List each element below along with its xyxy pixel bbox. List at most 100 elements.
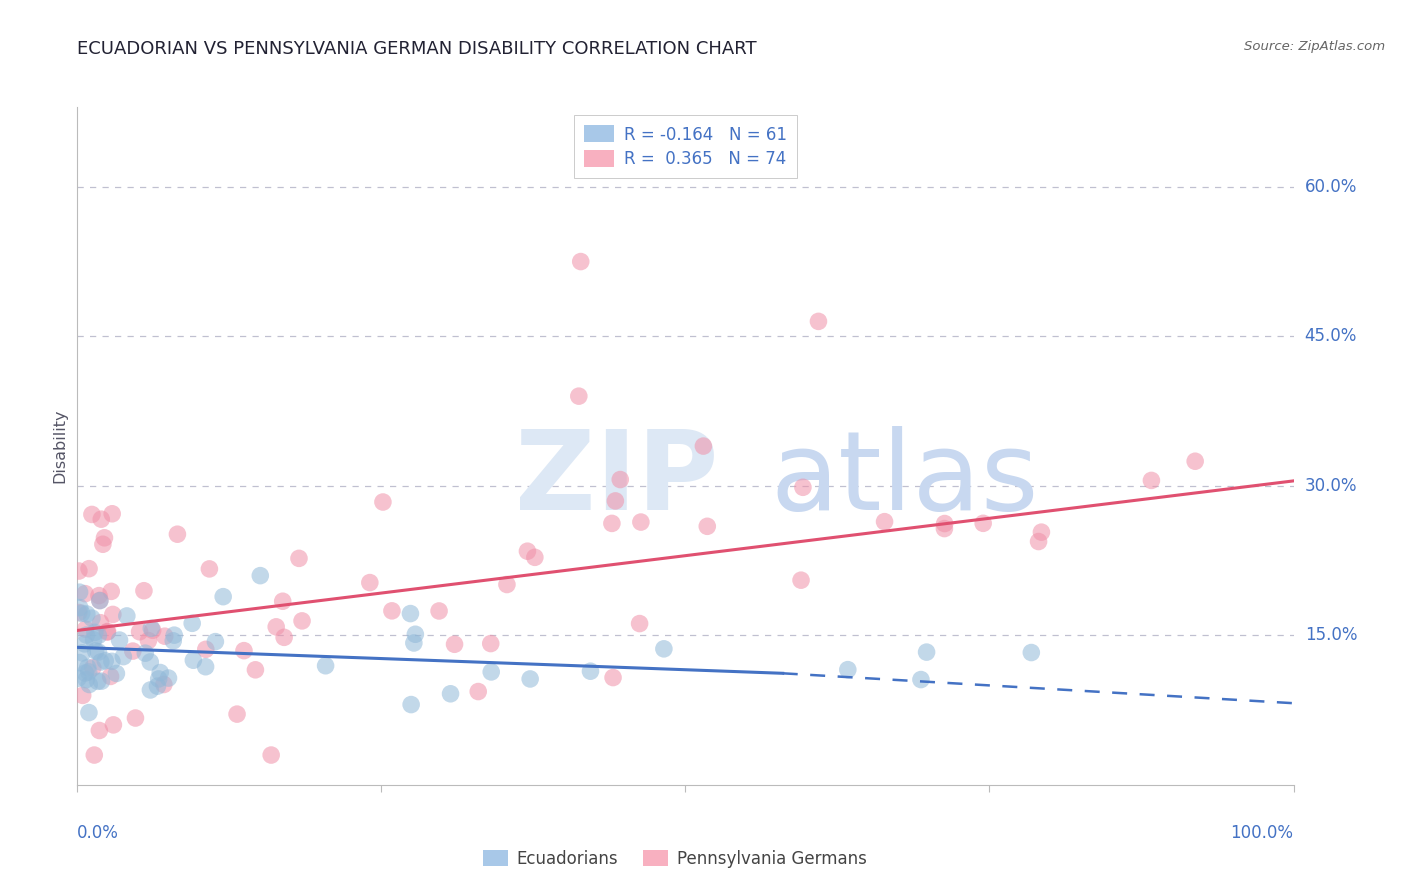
Point [73, 637, 96, 651]
Point [1021, 646, 1043, 660]
Point [76, 607, 98, 621]
Point [72, 646, 94, 660]
Point [696, 519, 718, 533]
Point [67, 671, 90, 685]
Point [80, 611, 103, 625]
Point [91, 537, 114, 551]
Point [75, 587, 97, 601]
Point [212, 590, 235, 604]
Point [101, 507, 124, 521]
Point [108, 633, 131, 648]
Point [807, 314, 830, 328]
Point [90, 655, 112, 669]
Point [77, 706, 100, 720]
Point [96, 625, 118, 640]
Point [692, 439, 714, 453]
Point [103, 718, 125, 732]
Point [523, 550, 546, 565]
Point [837, 663, 859, 677]
Point [792, 480, 814, 494]
Point [166, 527, 188, 541]
Point [153, 677, 176, 691]
Point [198, 562, 221, 576]
Point [479, 665, 502, 679]
Point [86, 674, 108, 689]
Point [915, 645, 938, 659]
Point [1028, 534, 1050, 549]
Point [115, 609, 138, 624]
Point [112, 649, 135, 664]
Point [609, 473, 631, 487]
Point [427, 604, 450, 618]
Point [83, 747, 105, 762]
Point [101, 607, 124, 622]
Point [90, 615, 112, 630]
Point [1140, 474, 1163, 488]
Point [89, 593, 111, 607]
Point [569, 254, 592, 268]
Point [1184, 454, 1206, 468]
Point [132, 583, 155, 598]
Point [80, 508, 103, 522]
Point [194, 642, 217, 657]
Point [600, 516, 623, 531]
Point [183, 653, 205, 667]
Point [157, 671, 180, 685]
Point [139, 655, 162, 669]
Point [94, 654, 117, 668]
Point [181, 616, 204, 631]
Point [142, 624, 165, 638]
Point [75, 673, 97, 687]
Point [479, 636, 502, 650]
Point [371, 495, 394, 509]
Point [105, 666, 128, 681]
Point [83, 625, 105, 640]
Point [516, 544, 538, 558]
Point [226, 707, 249, 722]
Text: ZIP: ZIP [515, 426, 718, 533]
Text: Source: ZipAtlas.com: Source: ZipAtlas.com [1244, 40, 1385, 54]
Point [97, 624, 120, 639]
Y-axis label: Disability: Disability [52, 409, 67, 483]
Text: 45.0%: 45.0% [1305, 327, 1357, 345]
Point [264, 620, 287, 634]
Point [291, 614, 314, 628]
Point [75, 622, 97, 636]
Point [443, 637, 465, 651]
Point [467, 684, 489, 698]
Point [579, 664, 602, 678]
Legend: R = -0.164   N = 61, R =  0.365   N = 74: R = -0.164 N = 61, R = 0.365 N = 74 [574, 115, 797, 178]
Point [233, 643, 256, 657]
Point [194, 659, 217, 673]
Point [134, 646, 156, 660]
Point [271, 594, 294, 608]
Point [82, 661, 104, 675]
Text: ECUADORIAN VS PENNSYLVANIA GERMAN DISABILITY CORRELATION CHART: ECUADORIAN VS PENNSYLVANIA GERMAN DISABI… [77, 40, 756, 58]
Text: 15.0%: 15.0% [1305, 626, 1357, 644]
Point [93, 531, 115, 545]
Point [69, 600, 91, 615]
Point [628, 616, 651, 631]
Point [399, 607, 422, 621]
Text: atlas: atlas [770, 426, 1039, 533]
Point [162, 633, 184, 648]
Point [260, 747, 283, 762]
Point [652, 641, 675, 656]
Point [101, 654, 124, 668]
Point [245, 663, 267, 677]
Point [568, 389, 591, 403]
Text: 30.0%: 30.0% [1305, 477, 1357, 495]
Point [76, 660, 98, 674]
Point [249, 568, 271, 582]
Point [77, 562, 100, 576]
Point [67, 564, 90, 578]
Point [141, 621, 163, 635]
Point [77, 665, 100, 679]
Point [873, 515, 896, 529]
Point [496, 577, 519, 591]
Point [69, 585, 91, 599]
Point [163, 628, 186, 642]
Point [315, 658, 337, 673]
Point [89, 593, 111, 607]
Point [87, 645, 110, 659]
